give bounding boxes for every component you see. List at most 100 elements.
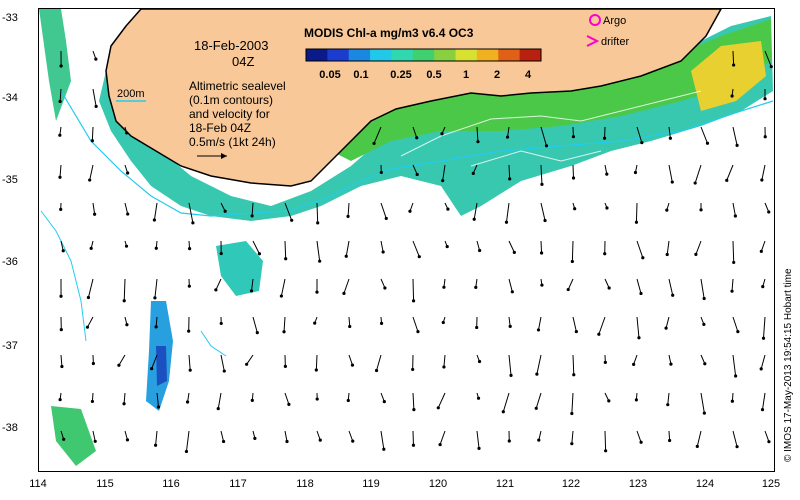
velocity-vector-head xyxy=(763,97,767,101)
velocity-vector-head xyxy=(540,283,544,287)
velocity-vector-head xyxy=(634,398,638,402)
velocity-vector-head xyxy=(732,63,736,67)
velocity-vector-head xyxy=(257,252,262,256)
velocity-vector-head xyxy=(382,400,386,404)
velocity-vector xyxy=(476,240,481,251)
velocity-vector-head xyxy=(384,216,388,221)
velocity-vector-head xyxy=(472,217,476,221)
velocity-vector xyxy=(571,392,574,414)
chl-patch-offshore-1 xyxy=(216,241,263,296)
velocity-vector-head xyxy=(59,294,63,298)
velocity-vector-head xyxy=(759,367,763,371)
velocity-vector-head xyxy=(90,139,94,143)
velocity-vector xyxy=(252,240,260,255)
velocity-vector xyxy=(700,126,708,144)
velocity-vector-head xyxy=(245,362,249,366)
velocity-vector xyxy=(373,126,382,144)
velocity-scale-arrow xyxy=(197,153,227,159)
drifter-marker-icon xyxy=(586,35,600,47)
velocity-vector-head xyxy=(668,136,672,140)
velocity-vector-head xyxy=(125,438,130,442)
description-line-4: 18-Feb 04Z xyxy=(189,121,252,135)
velocity-vector xyxy=(635,202,638,223)
velocity-vector-head xyxy=(154,246,158,250)
description-line-2: (0.1m contours) xyxy=(189,93,274,107)
velocity-vector-head xyxy=(476,140,480,144)
velocity-vector-head xyxy=(445,244,449,249)
chl-patch-west-coast xyxy=(39,9,71,121)
velocity-vector-head xyxy=(150,367,154,371)
lat-tick: -34 xyxy=(2,92,18,104)
velocity-vector-head xyxy=(348,324,352,329)
velocity-vector xyxy=(473,202,478,220)
velocity-vector-head xyxy=(85,325,90,329)
velocity-vector-head xyxy=(86,295,91,300)
velocity-vector xyxy=(316,430,321,441)
velocity-vector-head xyxy=(605,172,609,176)
velocity-vector xyxy=(252,316,258,333)
velocity-vector-head xyxy=(571,135,576,139)
velocity-vector-head xyxy=(90,399,95,404)
lon-tick: 114 xyxy=(29,478,47,490)
velocity-vector xyxy=(316,240,321,262)
velocity-vector xyxy=(505,202,510,223)
velocity-vector-head xyxy=(607,286,611,290)
velocity-vector-head xyxy=(221,439,226,444)
velocity-vector xyxy=(636,316,640,338)
velocity-vector-head xyxy=(478,248,482,253)
bathymetry-200m-offshore xyxy=(40,210,227,357)
velocity-vector xyxy=(636,430,642,443)
velocity-vector xyxy=(251,202,254,216)
velocity-vector xyxy=(700,278,705,299)
velocity-vector-head xyxy=(216,407,220,411)
velocity-vector xyxy=(91,126,94,141)
velocity-vector xyxy=(376,354,382,371)
velocity-vector xyxy=(284,240,287,259)
velocity-vector-head xyxy=(60,364,64,369)
velocity-vector-head xyxy=(475,325,479,330)
velocity-vector-head xyxy=(91,361,95,366)
velocity-vector xyxy=(507,126,510,138)
velocity-vector xyxy=(567,278,574,290)
map-date: 18-Feb-2003 xyxy=(194,38,269,53)
velocity-vector-head xyxy=(383,286,387,290)
velocity-vector-head xyxy=(318,438,322,442)
velocity-vector-head xyxy=(759,249,763,253)
lon-tick: 119 xyxy=(362,478,380,490)
colorbar-segment xyxy=(434,49,457,61)
velocity-vector xyxy=(246,354,254,365)
velocity-vector xyxy=(412,392,415,410)
velocity-vector-head xyxy=(417,255,421,259)
velocity-vector-head xyxy=(411,443,416,447)
velocity-vector xyxy=(59,88,62,102)
velocity-vector-head xyxy=(279,294,283,298)
velocity-vector-head xyxy=(344,254,348,258)
land-layer xyxy=(105,9,722,187)
velocity-vector xyxy=(535,392,542,409)
colorbar-segment xyxy=(455,49,478,61)
velocity-vector-head xyxy=(350,363,355,367)
landmass xyxy=(105,9,722,187)
lon-tick: 120 xyxy=(428,478,448,490)
velocity-vector xyxy=(633,354,638,365)
velocity-vector xyxy=(251,278,254,291)
velocity-vector-head xyxy=(474,285,478,289)
velocity-vector xyxy=(732,354,737,377)
velocity-vector-head xyxy=(702,296,706,301)
velocity-vector xyxy=(188,202,194,223)
velocity-vector-head xyxy=(315,290,319,294)
velocity-vector xyxy=(284,430,288,442)
velocity-vector-head xyxy=(504,220,509,224)
velocity-vector-head xyxy=(761,336,766,340)
velocity-vector xyxy=(508,354,512,376)
velocity-vector xyxy=(155,316,158,327)
velocity-vector-head xyxy=(374,368,379,373)
velocity-vector-head xyxy=(509,373,513,377)
velocity-vector xyxy=(762,316,766,339)
velocity-vector-head xyxy=(222,369,226,373)
velocity-vectors xyxy=(58,50,773,454)
velocity-vector-head xyxy=(512,250,516,254)
velocity-vector-head xyxy=(187,329,191,333)
velocity-vector-head xyxy=(250,214,254,218)
velocity-vector-head xyxy=(188,368,192,372)
